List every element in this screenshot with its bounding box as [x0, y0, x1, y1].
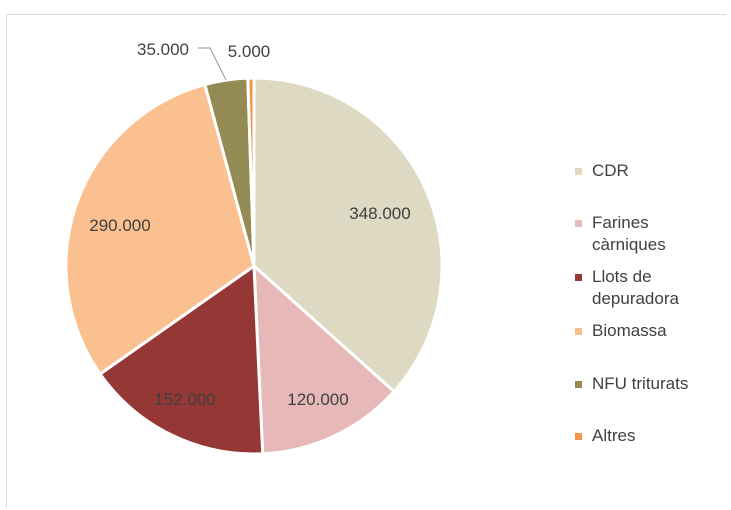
- data-label-altres: 5.000: [228, 42, 271, 61]
- pie-slices: [64, 76, 444, 456]
- pie-slice-biomassa: [64, 82, 256, 377]
- pie-slice-llots: [98, 263, 265, 456]
- legend-item-biomassa: Biomassa: [575, 320, 722, 342]
- legend-label: CDR: [592, 161, 629, 180]
- legend-item-nfu: NFU triturats: [575, 373, 722, 395]
- legend-label: Farines càrniques: [592, 213, 666, 254]
- legend-label: Llots de depuradora: [592, 267, 679, 308]
- data-label-farines: 120.000: [287, 390, 348, 409]
- leader-line-nfu: [198, 47, 227, 81]
- legend-swatch: [575, 168, 582, 175]
- legend-label: Altres: [592, 426, 636, 445]
- legend-item-llots: Llots de depuradora: [575, 266, 722, 310]
- pie-slice-cdr: [252, 76, 444, 394]
- chart-frame: [6, 14, 726, 508]
- legend-swatch: [575, 328, 582, 335]
- legend-label: Biomassa: [592, 321, 667, 340]
- pie-slice-farines: [252, 262, 397, 456]
- pie-data-labels: 348.000 120.000 152.000 290.000 35.000 5.000: [89, 40, 410, 409]
- legend-item-farines: Farines càrniques: [575, 212, 722, 256]
- data-label-llots: 152.000: [154, 390, 215, 409]
- legend-item-cdr: CDR: [575, 160, 722, 182]
- data-label-cdr: 348.000: [349, 204, 410, 223]
- legend-swatch: [575, 381, 582, 388]
- pie-slice-altres: [246, 76, 256, 267]
- legend-label: NFU triturats: [592, 374, 689, 393]
- legend-swatch: [575, 274, 582, 281]
- data-label-nfu: 35.000: [137, 40, 189, 59]
- data-label-biomassa: 290.000: [89, 216, 150, 235]
- legend-item-altres: Altres: [575, 425, 722, 447]
- legend-swatch: [575, 433, 582, 440]
- legend-swatch: [575, 220, 582, 227]
